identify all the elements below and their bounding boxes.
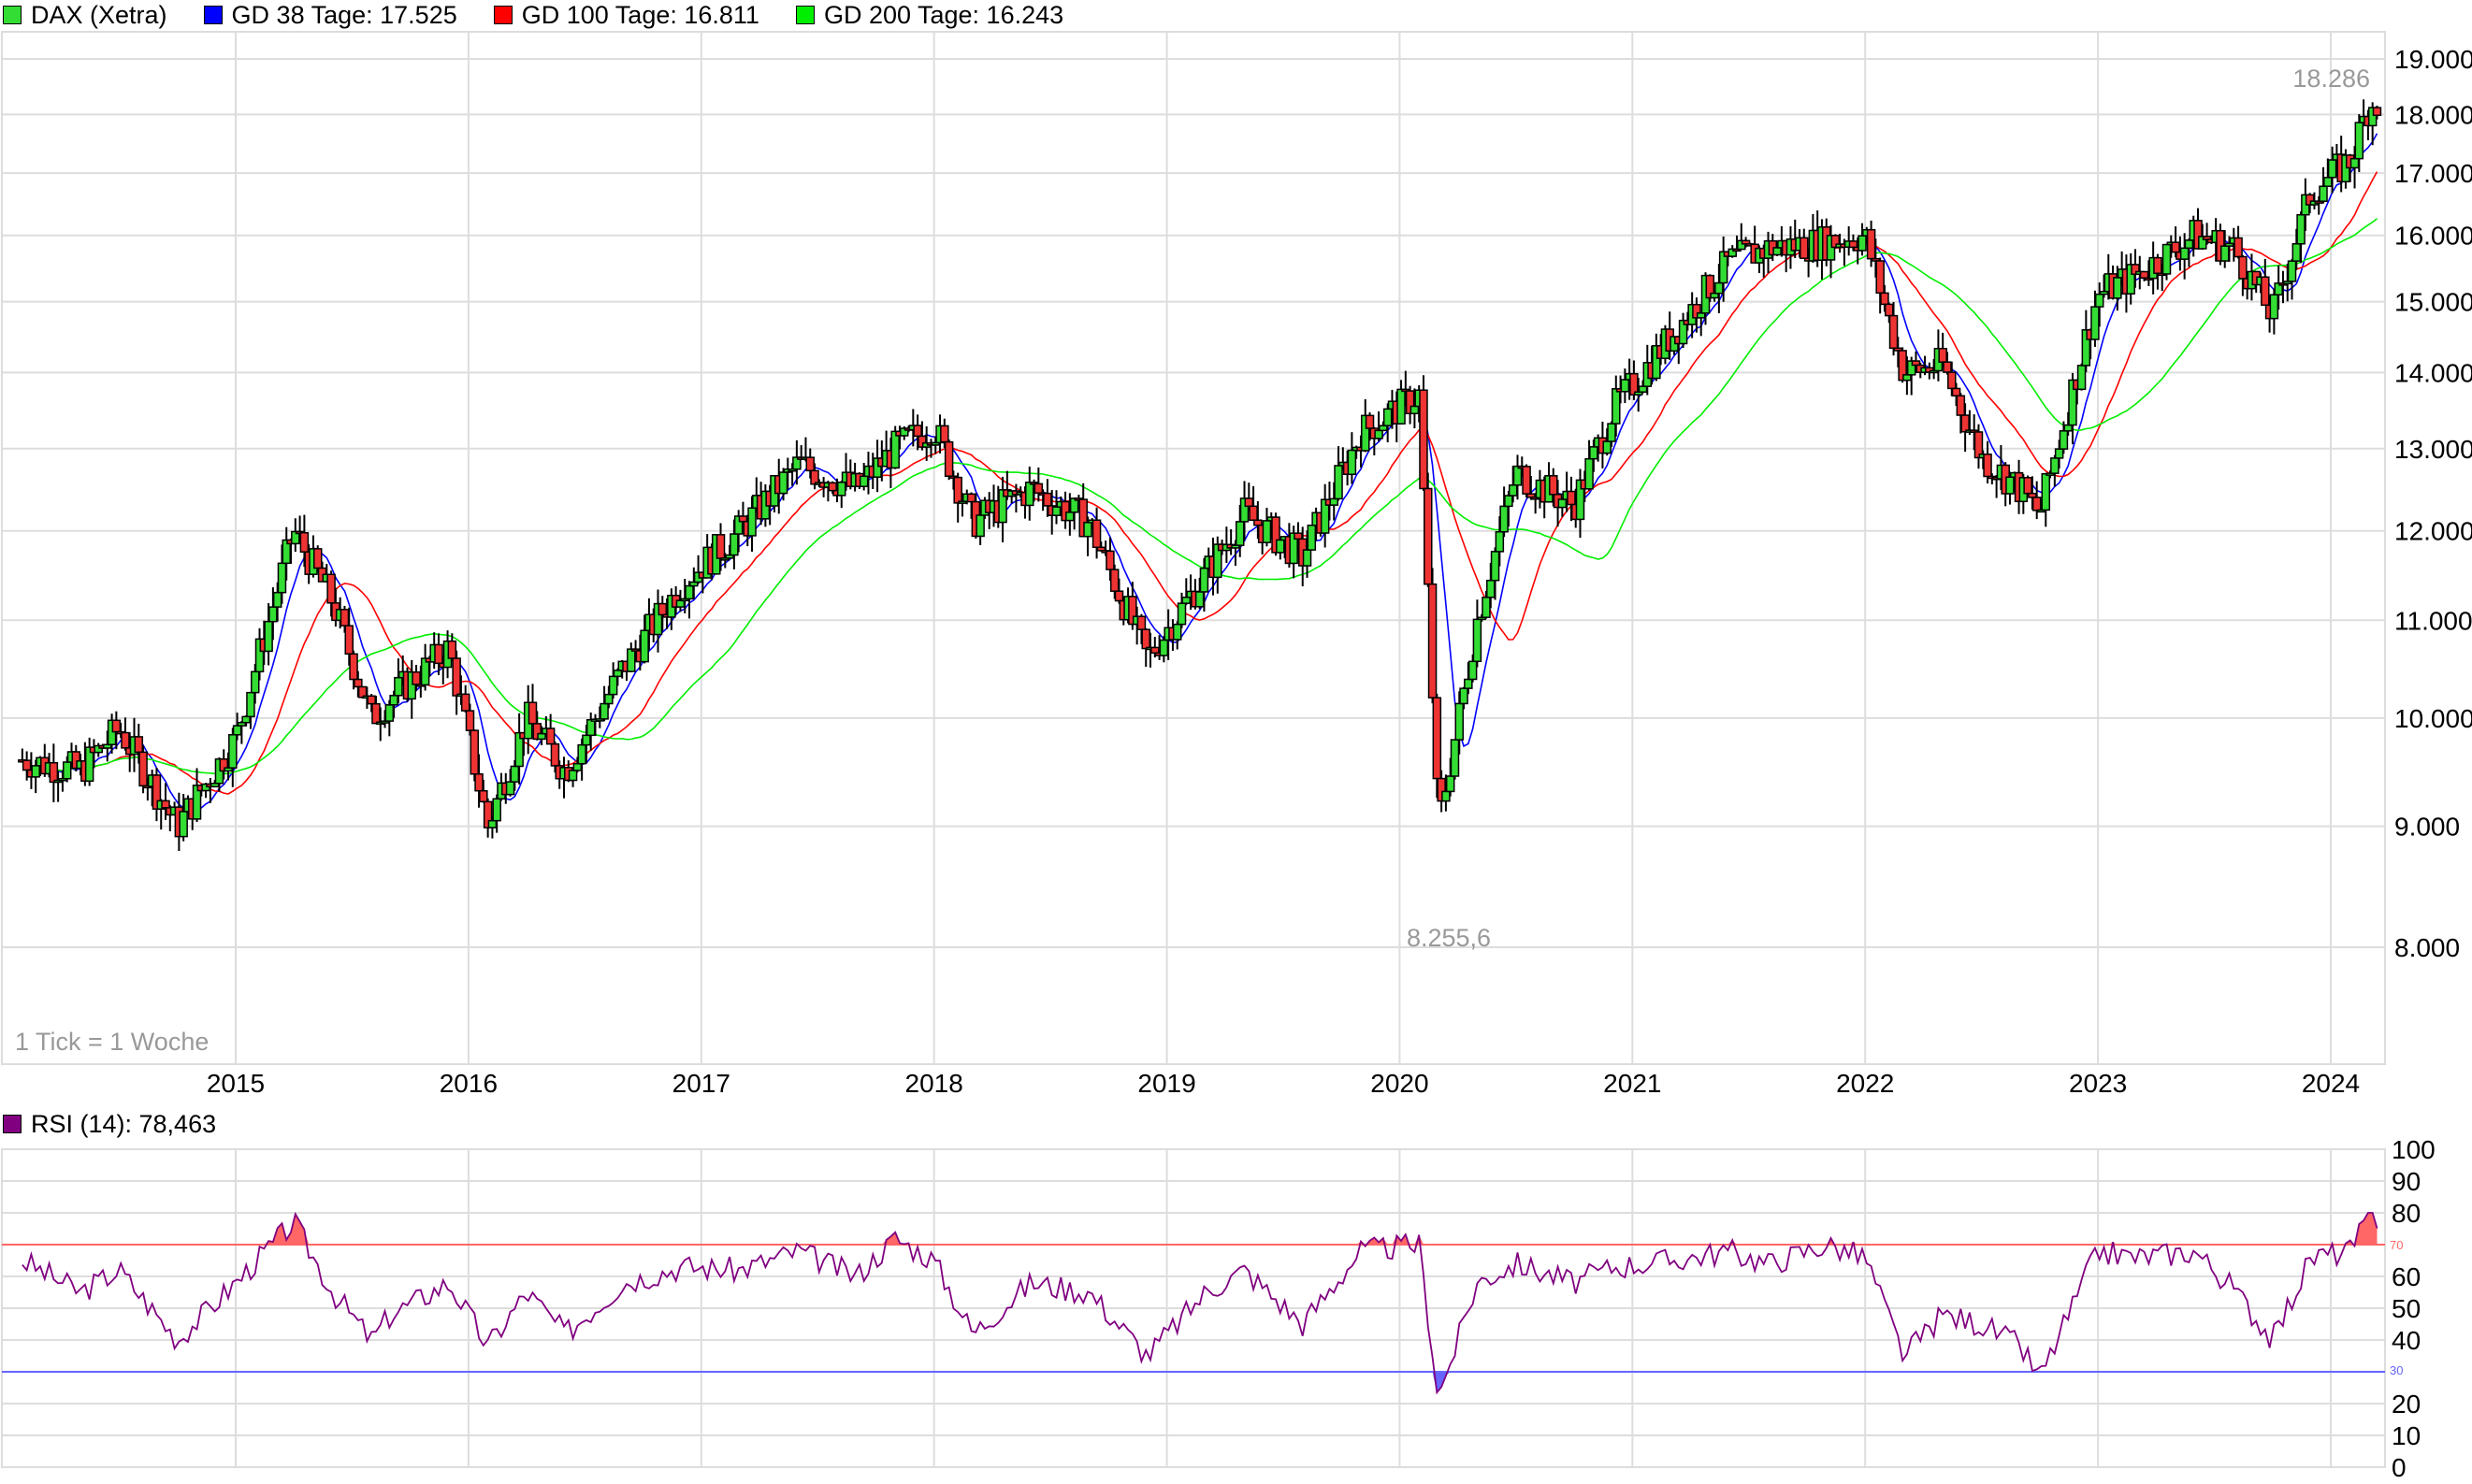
- high-label: 18.286: [2292, 65, 2370, 93]
- rsi-oversold-fill: [22, 1372, 2378, 1393]
- x-tick-label: 2017: [672, 1069, 730, 1098]
- y-tick-label: 19.000: [2394, 45, 2472, 74]
- x-tick-label: 2019: [1137, 1069, 1195, 1098]
- dax-swatch-icon: [3, 6, 22, 24]
- rsi-tick-label: 90: [2392, 1167, 2421, 1196]
- y-tick-label: 8.000: [2394, 933, 2460, 962]
- tick-note: 1 Tick = 1 Woche: [15, 1028, 209, 1056]
- rsi-tick-label: 40: [2392, 1326, 2421, 1355]
- rsi-series: [22, 1211, 2378, 1395]
- ma200-line: [22, 218, 2378, 775]
- y-tick-label: 16.000: [2394, 222, 2472, 251]
- main-grid: [1, 31, 2386, 1065]
- y-tick-label: 11.000: [2394, 606, 2472, 635]
- y-tick-label: 13.000: [2394, 435, 2472, 464]
- y-tick-label: 17.000: [2394, 159, 2472, 188]
- gd200-swatch-icon: [795, 6, 815, 24]
- legend-gd38: GD 38 Tage: 17.525: [201, 1, 457, 30]
- legend-gd200: GD 200 Tage: 16.243: [793, 1, 1063, 30]
- y-tick-label: 10.000: [2394, 704, 2472, 733]
- low-label: 8.255,6: [1407, 924, 1491, 952]
- rsi-legend: RSI (14): 78,463: [0, 1109, 250, 1139]
- x-tick-label: 2016: [440, 1069, 498, 1098]
- x-tick-label: 2021: [1603, 1069, 1661, 1098]
- x-tick-label: 2023: [2069, 1069, 2127, 1098]
- main-axes: 19.000 18.000 17.000 16.000 15.000 14.000 13.0…: [207, 45, 2472, 1098]
- x-tick-label: 2020: [1370, 1069, 1428, 1098]
- legend-dax: DAX (Xetra): [0, 1, 167, 30]
- legend-rsi: RSI (14): 78,463: [0, 1110, 216, 1139]
- rsi-overbought-fill: [22, 1213, 2378, 1245]
- rsi-tick-label: 10: [2392, 1421, 2421, 1450]
- y-tick-label: 14.000: [2394, 358, 2472, 387]
- y-tick-label: 12.000: [2394, 517, 2472, 546]
- x-tick-label: 2022: [1836, 1069, 1894, 1098]
- rsi-tick-label: 20: [2392, 1390, 2421, 1419]
- rsi-tick-label: 100: [2392, 1135, 2436, 1164]
- rsi-swatch-icon: [3, 1115, 22, 1133]
- rsi-line: [22, 1211, 2378, 1395]
- x-tick-label: 2018: [905, 1069, 963, 1098]
- candlesticks: [18, 99, 2382, 852]
- x-tick-label: 2015: [207, 1069, 265, 1098]
- legend-gd100: GD 100 Tage: 16.811: [491, 1, 759, 30]
- rsi-upper-label: 70: [2390, 1238, 2403, 1252]
- y-tick-label: 18.000: [2394, 100, 2472, 129]
- x-tick-label: 2024: [2302, 1069, 2360, 1098]
- main-legend: DAX (Xetra) GD 38 Tage: 17.525 GD 100 Ta…: [0, 0, 1097, 30]
- gd38-swatch-icon: [203, 6, 223, 24]
- gd100-swatch-icon: [493, 6, 513, 24]
- rsi-tick-label: 80: [2392, 1199, 2421, 1228]
- rsi-tick-label: 60: [2392, 1262, 2421, 1291]
- rsi-tick-label: 50: [2392, 1294, 2421, 1323]
- y-tick-label: 15.000: [2394, 288, 2472, 317]
- rsi-lower-label: 30: [2390, 1363, 2403, 1377]
- rsi-tick-label: 0: [2392, 1453, 2407, 1482]
- y-tick-label: 9.000: [2394, 813, 2460, 842]
